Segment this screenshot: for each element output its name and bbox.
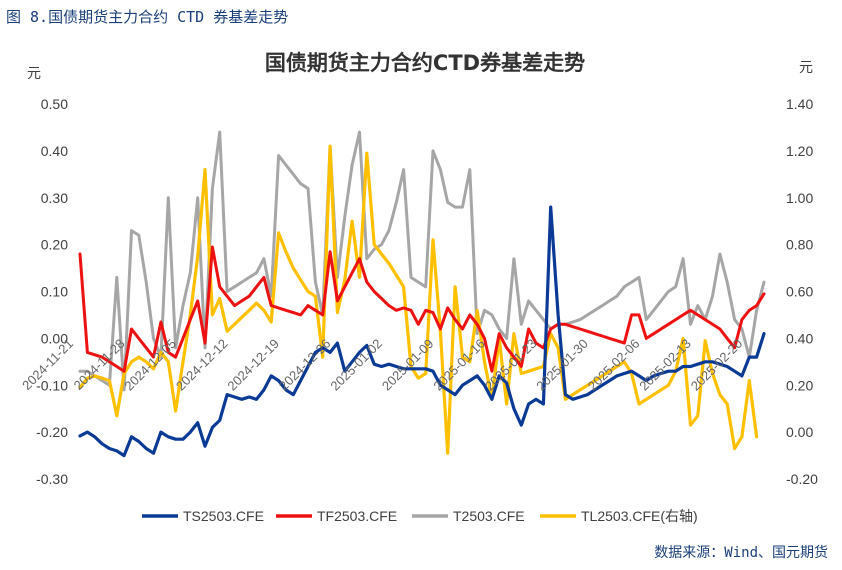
legend-label-ts: TS2503.CFE xyxy=(183,508,264,524)
left-axis-tick: 0.50 xyxy=(41,96,68,112)
right-axis-tick: 0.80 xyxy=(786,237,813,253)
left-axis-tick: 0.30 xyxy=(41,190,68,206)
legend-label-tl: TL2503.CFE(右轴) xyxy=(581,508,698,524)
right-axis-tick: 0.00 xyxy=(786,424,813,440)
right-axis-tick: 1.00 xyxy=(786,190,813,206)
left-axis-tick: -0.10 xyxy=(36,377,68,393)
left-axis-tick: -0.20 xyxy=(36,424,68,440)
left-axis-tick: 0.20 xyxy=(41,237,68,253)
series-line-t xyxy=(78,130,766,392)
figure-caption: 图 8.国债期货主力合约 CTD 券基差走势 xyxy=(6,8,289,26)
x-tick-label: 2024-11-28 xyxy=(71,336,128,393)
series-line-tf xyxy=(78,245,766,373)
right-axis-tick: 0.20 xyxy=(786,377,813,393)
right-axis-tick: 0.40 xyxy=(786,330,813,346)
right-axis-unit: 元 xyxy=(799,60,813,76)
series-line-ts xyxy=(78,205,766,458)
right-axis-tick: 0.60 xyxy=(786,284,813,300)
x-tick-label: 2024-12-26 xyxy=(276,336,334,394)
axes: 0.50 0.40 0.30 0.20 0.10 0.00 -0.10 -0.20 -0.30 1… xyxy=(36,96,818,487)
x-tick-label: 2025-01-16 xyxy=(430,336,488,394)
right-axis-tick: -0.20 xyxy=(786,471,818,487)
series-line-tl xyxy=(78,144,759,455)
left-axis-unit: 元 xyxy=(27,66,41,82)
series-layer xyxy=(78,130,766,458)
legend: TS2503.CFE TF2503.CFE T2503.CFE TL2503.CFE(… xyxy=(142,508,698,524)
right-axis-tick: 1.40 xyxy=(786,96,813,112)
chart-title: 国债期货主力合约CTD券基差走势 xyxy=(265,51,585,75)
left-axis-tick: -0.30 xyxy=(36,471,68,487)
legend-label-t: T2503.CFE xyxy=(453,508,525,524)
x-tick-label: 2024-12-19 xyxy=(224,336,282,394)
left-axis-tick: 0.10 xyxy=(41,284,68,300)
left-axis-tick: 0.00 xyxy=(41,330,68,346)
legend-label-tf: TF2503.CFE xyxy=(317,508,397,524)
left-axis-tick: 0.40 xyxy=(41,143,68,159)
right-axis-tick: 1.20 xyxy=(786,143,813,159)
source-note: 数据来源：Wind、国元期货 xyxy=(654,545,828,561)
